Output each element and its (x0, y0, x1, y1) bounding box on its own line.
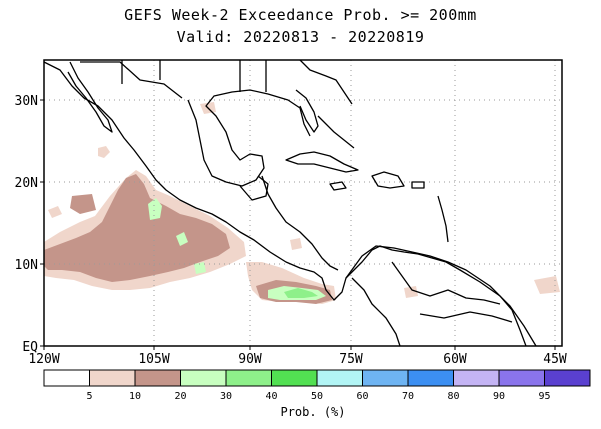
map-frame (43, 59, 563, 347)
coastline-yucatan (239, 175, 269, 201)
legend-swatch (89, 369, 136, 387)
legend-tick-label: 50 (311, 391, 323, 402)
prob-5-10-sm-c (534, 276, 560, 294)
prob-10-20-offshore-w (70, 194, 96, 214)
legend-swatch (180, 369, 227, 387)
coastline-hispaniola (371, 171, 405, 189)
prob-5-10-sm-a (290, 238, 302, 250)
coastline-south-america (345, 245, 537, 347)
coastline-cuba (285, 151, 359, 173)
lon-label: 45W (543, 352, 567, 367)
lon-label: 120W (28, 352, 59, 367)
lon-axis: 120W 105W 90W 75W 60W 45W (28, 346, 567, 367)
legend-swatch (134, 369, 181, 387)
border-colombia (351, 277, 401, 347)
prob-20-30-off-mexico-b (176, 232, 188, 246)
coastline-baja (67, 61, 113, 133)
prob-5-10-sw-mexico (98, 146, 110, 158)
prob-30-40-central-america (284, 288, 318, 298)
legend-tick-label: 70 (402, 391, 414, 402)
legend-swatch (43, 369, 90, 387)
prob-20-30-off-mexico (148, 198, 162, 220)
map-subtitle: Valid: 20220813 - 20220819 (176, 28, 425, 46)
legend-tick-label: 10 (129, 391, 141, 402)
lon-label: 90W (238, 352, 262, 367)
prob-5-10-offshore-small (48, 206, 62, 218)
legend-tick-label: 60 (356, 391, 368, 402)
map-title: GEFS Week-2 Exceedance Prob. >= 200mm (124, 6, 477, 24)
legend-swatch (453, 369, 500, 387)
coastline-central-america-caribbean (261, 175, 339, 271)
legend-tick-label: 80 (447, 391, 459, 402)
border-venezuela (391, 261, 501, 305)
legend-tick-label: 95 (538, 391, 550, 402)
coastlines (43, 59, 537, 347)
legend-swatch (362, 369, 409, 387)
legend-tick-label: 5 (86, 391, 92, 402)
lat-label: 30N (15, 94, 38, 109)
prob-10-20-pacific (44, 174, 230, 282)
coastline-lesser-antilles (437, 195, 449, 243)
lat-axis: 30N 20N 10N EQ (15, 94, 44, 355)
prob-20-30-off-mexico-c (194, 262, 206, 274)
coastline-jamaica (329, 181, 347, 191)
coastline-mexico-pacific (43, 61, 527, 347)
border-brazil (419, 311, 513, 323)
map-panel (43, 59, 563, 347)
probability-shading (44, 102, 560, 304)
lon-label: 75W (339, 352, 363, 367)
legend-swatch (498, 369, 545, 387)
legend-tick-label: 40 (265, 391, 277, 402)
legend-swatch (225, 369, 272, 387)
lon-label: 105W (138, 352, 169, 367)
lat-label: 10N (15, 258, 38, 273)
legend-tick-label: 20 (174, 391, 186, 402)
legend-label: Prob. (%) (280, 405, 345, 419)
lat-label: EQ (22, 340, 38, 355)
lon-label: 60W (443, 352, 467, 367)
prob-5-10-sm-d (404, 286, 418, 298)
legend-swatch (407, 369, 454, 387)
legend-swatch (316, 369, 363, 387)
coastline-gulf (187, 89, 311, 187)
border-us-mexico (80, 61, 183, 99)
legend-swatch (544, 369, 591, 387)
legend-colorbar: 5 10 20 30 40 50 60 70 80 90 95 (43, 369, 591, 402)
legend-tick-label: 90 (493, 391, 505, 402)
coastline-bahamas (317, 115, 355, 149)
coastline-florida (295, 89, 319, 133)
coastline-puerto-rico (411, 181, 425, 189)
coastline-us-east (299, 59, 353, 105)
legend-tick-label: 30 (220, 391, 232, 402)
lat-label: 20N (15, 176, 38, 191)
legend-swatch (271, 369, 318, 387)
